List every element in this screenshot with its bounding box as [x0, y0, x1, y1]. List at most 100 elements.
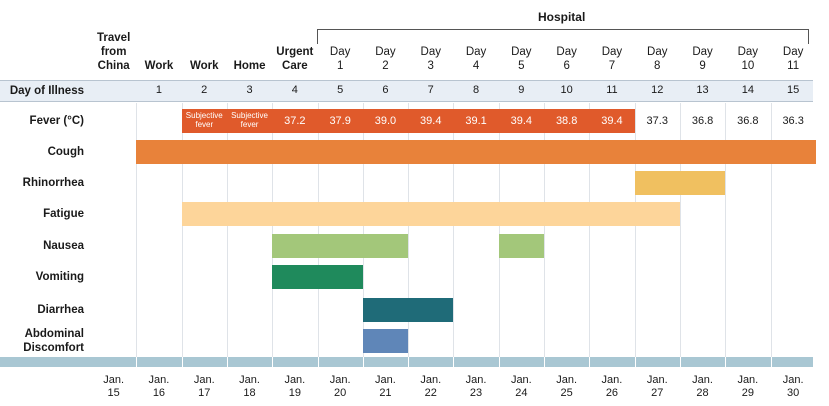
date-label: Jan. 16: [136, 374, 181, 400]
day-of-illness-number: 8: [472, 84, 480, 96]
day-number: 9: [699, 60, 706, 72]
symptom-bar: [136, 140, 816, 164]
date-label: Jan. 27: [635, 374, 680, 400]
column-header: Day 8: [635, 45, 680, 73]
day-of-illness-number: 2: [201, 84, 208, 96]
date-day: 24: [515, 387, 528, 399]
date-day: 30: [787, 387, 800, 399]
fever-value: 39.4: [510, 115, 533, 127]
date-day: 27: [651, 387, 664, 399]
day-number: 7: [608, 60, 616, 72]
date-axis-tick: [770, 357, 772, 367]
column-header: Day 10: [725, 45, 770, 73]
day-label: Day: [375, 46, 396, 58]
day-label: Day: [511, 46, 532, 58]
day-of-illness-number: 10: [560, 84, 573, 96]
day-number: 5: [518, 60, 525, 72]
row-header-day-of-illness: Day of Illness: [9, 85, 84, 97]
day-label: Day: [737, 46, 759, 58]
row-label: Nausea: [43, 240, 84, 252]
date-axis-tick: [679, 357, 681, 367]
date-axis-tick: [408, 357, 410, 367]
grid-line: [725, 103, 727, 357]
fever-value: 36.8: [737, 115, 759, 127]
column-header: Travel from China: [97, 32, 131, 72]
symptom-bar: [272, 234, 409, 258]
grid-line: [362, 103, 364, 357]
symptom-bar: [272, 265, 363, 289]
fever-value: 37.2: [284, 115, 306, 127]
fever-value: 39.4: [420, 115, 442, 127]
row-label: Fever (°C): [29, 115, 84, 127]
column-header: Day 9: [680, 45, 725, 73]
date-label: Jan. 23: [453, 374, 498, 400]
day-number: 11: [787, 60, 800, 72]
column-header: Urgent Care: [276, 46, 314, 72]
grid-line: [272, 103, 274, 357]
day-label: Day: [692, 46, 713, 58]
date-month: Jan.: [103, 374, 125, 386]
date-month: Jan.: [737, 374, 759, 386]
date-label: Jan. 15: [91, 374, 136, 400]
day-number: 6: [563, 60, 570, 72]
date-label: Jan. 18: [227, 374, 272, 400]
fever-value: 39.0: [374, 115, 397, 127]
day-label: Day: [329, 46, 351, 58]
column-header: Day 11: [771, 45, 816, 73]
date-axis-tick: [136, 357, 138, 367]
grid-line: [226, 103, 228, 357]
grid-line: [589, 103, 591, 357]
day-of-illness-number: 7: [427, 84, 434, 96]
date-day: 15: [107, 387, 120, 399]
date-month: Jan.: [782, 374, 804, 386]
symptom-bar: [181, 202, 680, 226]
date-axis-tick: [453, 357, 455, 367]
date-label: Jan. 30: [771, 374, 816, 400]
date-month: Jan.: [375, 374, 396, 386]
fever-value: 39.1: [465, 115, 487, 127]
date-label: Jan. 20: [318, 374, 363, 400]
date-month: Jan.: [510, 374, 532, 386]
hospital-title: Hospital: [537, 10, 586, 24]
day-of-illness-number: 11: [606, 84, 618, 96]
column-header: Day 7: [589, 45, 634, 73]
symptom-bar: [362, 329, 409, 353]
row-label: Diarrhea: [37, 304, 84, 316]
date-label: Jan. 24: [499, 374, 544, 400]
grid-line: [136, 103, 138, 357]
date-day: 25: [560, 387, 573, 399]
fever-value: 38.8: [555, 115, 578, 127]
date-day: 18: [243, 387, 256, 399]
column-header: Day 4: [453, 45, 498, 73]
row-label: Rhinorrhea: [22, 177, 84, 189]
row-label: Abdominal Discomfort: [23, 328, 84, 354]
date-axis-tick: [317, 357, 319, 367]
date-label: Jan. 25: [544, 374, 589, 400]
hospital-bracket: [316, 29, 809, 44]
date-label: Jan. 28: [680, 374, 725, 400]
date-axis-tick: [272, 357, 274, 367]
grid-line: [317, 103, 319, 357]
day-of-illness-number: 13: [696, 84, 709, 96]
date-day: 28: [696, 387, 709, 399]
column-header: Work: [189, 60, 219, 72]
grid-line: [181, 103, 183, 357]
day-number: 3: [427, 60, 434, 72]
date-label: Jan. 21: [363, 374, 408, 400]
grid-line: [498, 103, 500, 357]
grid-line: [679, 103, 681, 357]
date-month: Jan.: [193, 374, 215, 386]
date-axis-tick: [181, 357, 183, 367]
day-number: 10: [741, 60, 755, 72]
date-day: 20: [334, 387, 347, 399]
fever-value: 36.8: [691, 115, 714, 127]
day-of-illness-number: 5: [337, 84, 344, 96]
date-axis-band: [0, 357, 813, 367]
day-of-illness-number: 3: [246, 84, 253, 96]
date-month: Jan.: [239, 374, 260, 386]
day-of-illness-number: 1: [155, 84, 162, 96]
day-label: Day: [556, 46, 577, 58]
date-label: Jan. 26: [589, 374, 634, 400]
day-of-illness-number: 14: [741, 84, 754, 96]
date-label: Jan. 19: [272, 374, 317, 400]
